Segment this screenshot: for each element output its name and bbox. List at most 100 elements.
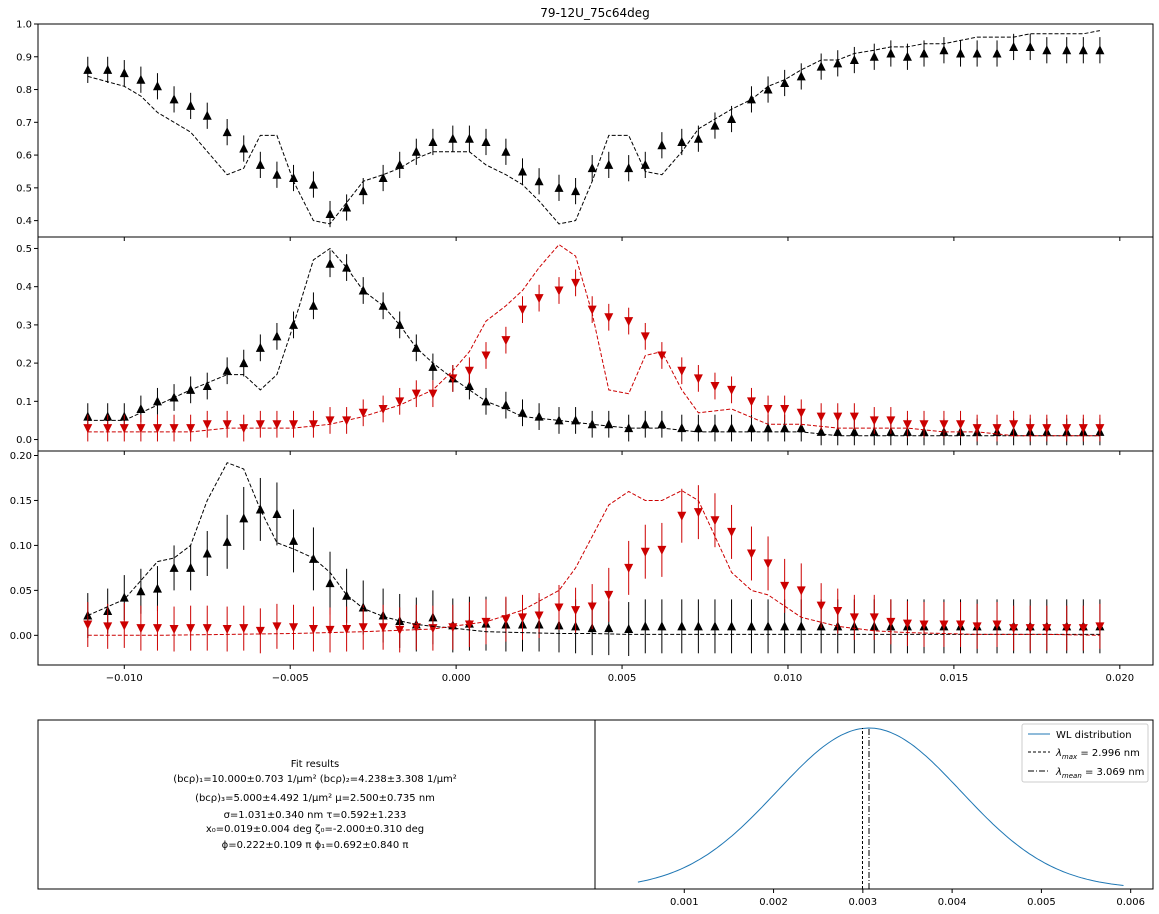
data-point: [640, 547, 650, 557]
data-point: [780, 621, 790, 631]
data-point: [395, 397, 405, 407]
data-point: [657, 419, 667, 429]
data-point: [763, 423, 773, 433]
x-tick-label: 0.005: [1027, 897, 1056, 908]
data-point: [342, 625, 352, 635]
data-point: [727, 114, 737, 124]
data-point: [1042, 624, 1052, 634]
data-point: [992, 620, 1002, 630]
data-point: [816, 412, 826, 422]
data-point: [849, 613, 859, 623]
y-tick-label: 0.8: [16, 85, 32, 96]
data-point: [1042, 45, 1052, 55]
data-point: [1062, 424, 1072, 434]
data-point: [534, 176, 544, 186]
data-point: [1025, 41, 1035, 51]
data-point: [554, 603, 564, 613]
fit-results-line: σ=1.031±0.340 nm τ=0.592±1.233: [224, 810, 407, 821]
axes-frame: [37, 450, 1154, 666]
fit-line: [87, 243, 1100, 437]
distribution-frame: [594, 719, 1154, 890]
data-point: [693, 374, 703, 384]
data-point: [763, 559, 773, 569]
data-point: [939, 620, 949, 630]
figure-title: 79-12U_75c64deg: [540, 6, 649, 20]
data-point: [152, 424, 162, 434]
data-point: [640, 419, 650, 429]
data-point: [534, 611, 544, 621]
data-point: [624, 317, 634, 327]
data-point: [972, 622, 982, 632]
data-point: [358, 623, 368, 633]
data-point: [222, 420, 232, 430]
data-point: [849, 412, 859, 422]
data-point: [554, 286, 564, 296]
data-point: [833, 58, 843, 68]
data-point: [222, 625, 232, 635]
data-point: [624, 563, 634, 573]
data-point: [571, 186, 581, 196]
data-point: [308, 179, 318, 189]
data-point: [411, 623, 421, 633]
data-point: [1078, 45, 1088, 55]
x-tick-label: −0.010: [106, 673, 143, 684]
fit-line: [87, 247, 1100, 437]
data-point: [481, 617, 491, 627]
data-point: [136, 74, 146, 84]
data-point: [289, 623, 299, 633]
y-tick-label: 0.05: [10, 586, 32, 597]
data-point: [308, 420, 318, 430]
data-point: [693, 133, 703, 143]
data-point: [972, 48, 982, 58]
data-point: [501, 615, 511, 625]
data-point: [677, 621, 687, 631]
data-point: [222, 127, 232, 137]
data-point: [710, 382, 720, 392]
data-point: [849, 55, 859, 65]
data-point: [919, 48, 929, 58]
fit-results-heading: Fit results: [291, 759, 339, 770]
x-tick-label: 0.006: [1116, 897, 1145, 908]
data-point: [342, 262, 352, 272]
data-point: [780, 423, 790, 433]
data-point: [517, 305, 527, 315]
data-point: [919, 620, 929, 630]
fit-results-line: ϕ=0.222±0.109 π ϕ₁=0.692±0.840 π: [222, 840, 409, 851]
data-point: [746, 397, 756, 407]
data-point: [956, 48, 966, 58]
data-point: [136, 424, 146, 434]
data-point: [624, 423, 634, 433]
fit-line: [87, 462, 1100, 635]
wl-distribution-line: [637, 727, 1124, 886]
data-point: [202, 624, 212, 634]
data-point: [587, 602, 597, 612]
data-point: [395, 625, 405, 635]
data-point: [103, 622, 113, 632]
data-point: [501, 146, 511, 156]
data-point: [992, 424, 1002, 434]
data-point: [325, 258, 335, 268]
panel-bottom: 0.00 0.05 0.10 0.15 0.20 −0.010 −0.005 0.000 0.0…: [10, 450, 1154, 684]
data-point: [657, 351, 667, 361]
data-point: [763, 621, 773, 631]
data-point: [103, 64, 113, 74]
data-point: [358, 186, 368, 196]
data-point: [103, 424, 113, 434]
data-point: [255, 420, 265, 430]
data-point: [796, 423, 806, 433]
data-point: [222, 536, 232, 546]
data-point: [604, 313, 614, 323]
data-point: [186, 424, 196, 434]
data-point: [378, 404, 388, 414]
data-point: [886, 48, 896, 58]
data-point: [222, 365, 232, 375]
data-point: [411, 146, 421, 156]
data-point: [640, 332, 650, 342]
data-point: [342, 590, 352, 600]
data-point: [289, 319, 299, 329]
data-point: [587, 305, 597, 315]
fit-line: [87, 490, 1100, 636]
panel-top: 0.4 0.5 0.6 0.7 0.8 0.9 1.0: [16, 20, 1154, 241]
x-tick-label: 0.003: [849, 897, 878, 908]
data-point: [289, 535, 299, 545]
